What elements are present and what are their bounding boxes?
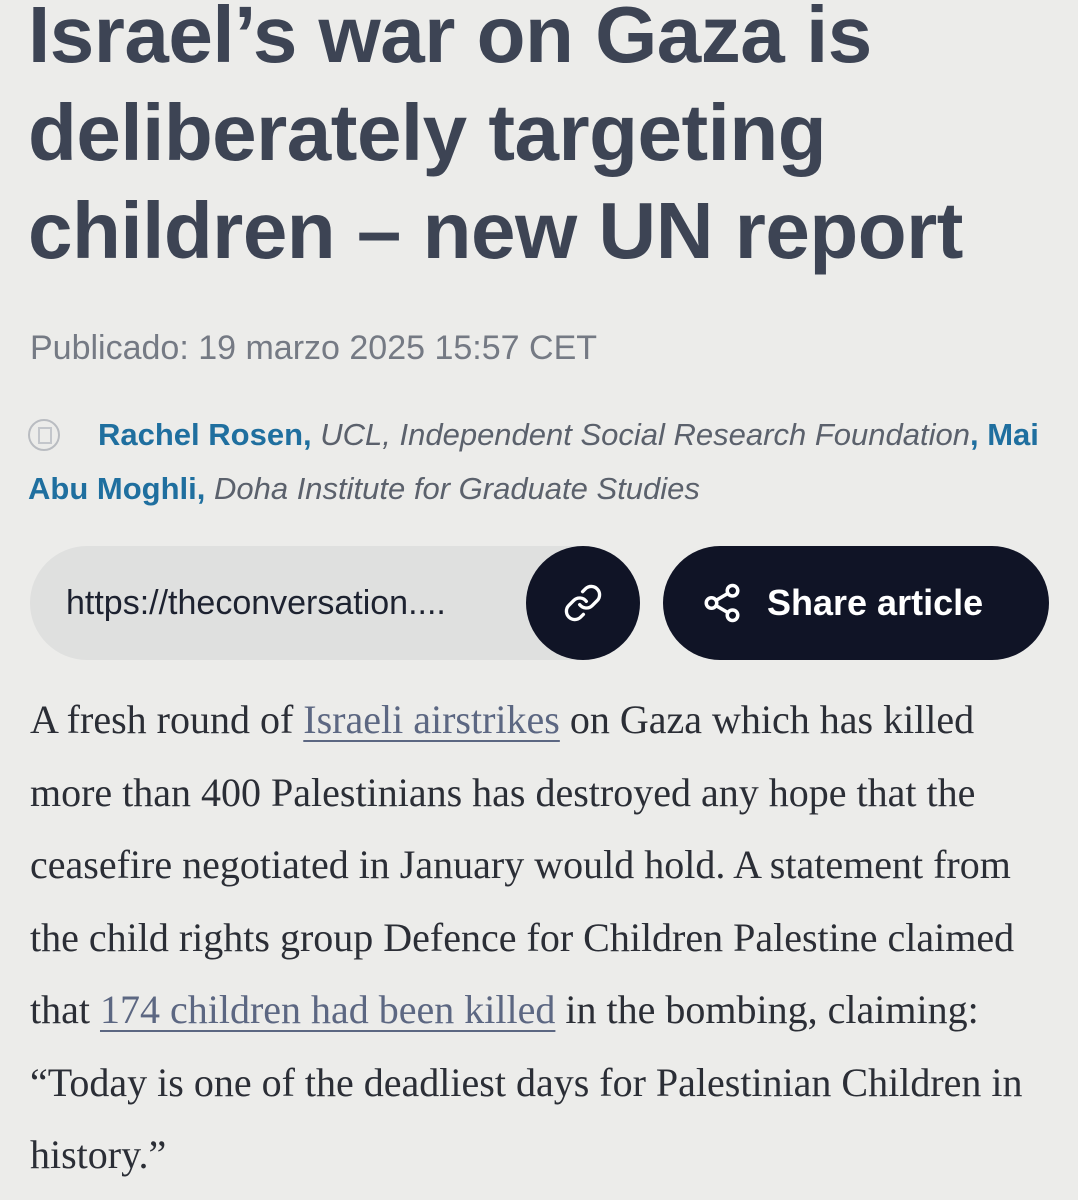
article-headline: Israel’s war on Gaza is deliberately tar…: [28, 0, 963, 275]
copy-link-button[interactable]: [526, 546, 640, 660]
avatar-placeholder-icon: [28, 419, 60, 451]
author-link-mai-abu-moghli[interactable]: Mai Abu Moghli,: [28, 417, 1039, 506]
share-icon: [704, 583, 740, 623]
share-article-label: Share article: [767, 582, 984, 623]
link-israeli-airstrikes[interactable]: Israeli airstrikes: [303, 697, 560, 742]
author-separator: ,: [969, 417, 979, 452]
link-174-children-killed[interactable]: 174 children had been killed: [99, 987, 556, 1032]
article-url-field[interactable]: https://theconversation....: [30, 546, 640, 660]
article-paragraph: A fresh round of Israeli airstrikes on G…: [30, 684, 1050, 1192]
publish-date: Publicado: 19 marzo 2025 15:57 CET: [30, 329, 598, 367]
link-icon: [564, 584, 602, 622]
article-url-text: https://theconversation....: [66, 584, 446, 622]
paragraph-text: A fresh round of: [30, 697, 304, 742]
paragraph-text: in the bombing, claiming: “Today is one …: [30, 987, 1023, 1177]
paragraph-text: on Gaza which has killed more than 400 P…: [30, 697, 1015, 1032]
share-article-button[interactable]: Share article: [663, 546, 1049, 660]
author-byline: Rachel Rosen, UCL, Independent Social Re…: [28, 408, 1068, 516]
author-link-rachel-rosen[interactable]: Rachel Rosen,: [98, 417, 312, 452]
author-affiliation: UCL, Independent Social Research Foundat…: [320, 417, 970, 452]
author-affiliation: Doha Institute for Graduate Studies: [213, 471, 700, 506]
